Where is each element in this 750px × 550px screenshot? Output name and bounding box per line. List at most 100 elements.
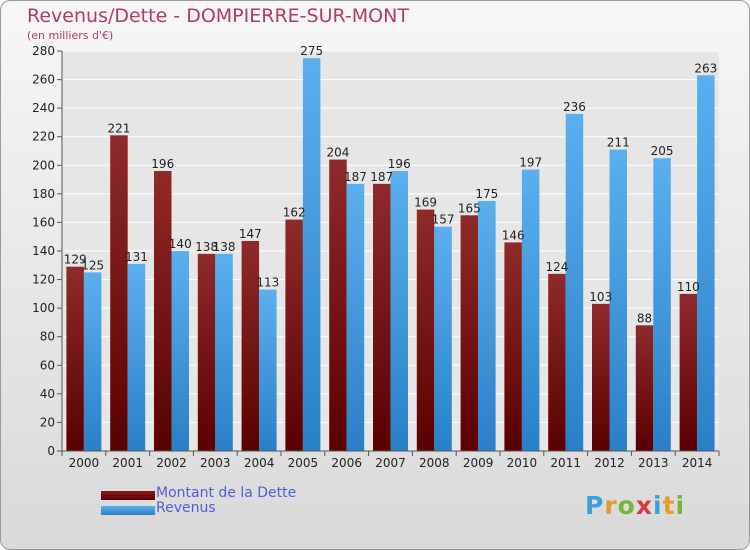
data-label-revenus: 196 [388,157,411,171]
bar-dette [592,303,610,451]
x-tick-label: 2008 [419,456,450,470]
data-label-dette: 221 [107,121,130,135]
data-label-dette: 196 [151,157,174,171]
bar-revenus [565,113,584,451]
bar-dette [416,209,435,451]
x-tick-label: 2012 [594,456,625,470]
x-tick-label: 2007 [375,456,406,470]
data-label-revenus: 131 [125,250,148,264]
bar-dette [285,219,303,451]
logo-letter: i [675,491,686,520]
bars [66,58,715,452]
data-label-revenus: 138 [213,240,236,254]
data-label-dette: 146 [502,228,525,242]
data-label-revenus: 157 [432,213,455,227]
data-label-revenus: 236 [563,100,586,114]
bar-revenus [127,263,146,451]
bar-revenus [83,272,102,451]
x-tick-label: 2011 [550,456,581,470]
bar-revenus [390,171,408,451]
logo-letter: P [585,491,605,520]
x-tick-label: 2009 [463,456,494,470]
chart-subtitle: (en milliers d'€) [27,29,114,42]
bar-revenus [521,169,540,452]
data-label-dette: 88 [637,311,652,325]
bar-revenus [609,149,627,452]
y-tick-label: 100 [32,301,55,315]
data-label-revenus: 263 [694,61,717,75]
bar-revenus [346,183,365,451]
data-label-revenus: 211 [607,136,630,150]
data-label-revenus: 275 [300,44,323,58]
data-label-dette: 165 [458,201,481,215]
y-tick-label: 160 [32,215,55,229]
bar-revenus [215,253,233,451]
logo-letter: x [635,491,653,520]
bar-dette [66,266,84,451]
legend-swatch-revenus [101,506,155,515]
y-tick-label: 60 [40,358,55,372]
data-label-revenus: 205 [651,144,674,158]
x-tick-label: 2001 [112,456,143,470]
legend-label-revenus: Revenus [156,500,216,516]
logo-letter: i [653,491,663,520]
bar-dette [110,135,128,452]
x-tick-label: 2014 [682,456,713,470]
data-label-dette: 187 [370,170,393,184]
y-tick-label: 140 [32,244,55,258]
x-tick-label: 2000 [69,456,100,470]
bar-dette [548,273,566,451]
bar-revenus [171,251,189,451]
bar-dette [241,241,260,451]
data-label-dette: 169 [414,196,437,210]
x-tick-label: 2010 [507,456,538,470]
bar-dette [460,215,479,451]
y-tick-label: 180 [32,187,55,201]
data-label-dette: 162 [283,206,306,220]
y-tick-label: 20 [40,415,55,429]
bar-dette [679,293,698,451]
chart-title: Revenus/Dette - DOMPIERRE-SUR-MONT [27,5,409,27]
bar-revenus [653,158,671,451]
data-label-revenus: 125 [81,258,104,272]
y-tick-label: 80 [40,330,55,344]
bar-revenus [434,226,452,451]
data-label-dette: 129 [64,253,87,267]
y-tick-label: 220 [32,130,55,144]
bar-revenus [697,75,715,452]
data-label-dette: 110 [677,280,700,294]
logo-letter: o [617,491,636,520]
x-tick-label: 2005 [288,456,319,470]
x-tick-label: 2013 [638,456,669,470]
data-label-revenus: 197 [519,156,542,170]
x-tick-label: 2004 [244,456,275,470]
data-label-dette: 124 [545,260,568,274]
data-label-revenus: 140 [169,237,192,251]
bar-revenus [259,289,277,451]
bar-dette [635,325,654,451]
y-tick-label: 260 [32,73,55,87]
data-label-dette: 138 [195,240,218,254]
y-tick-label: 40 [40,387,55,401]
bar-dette [504,242,522,451]
bar-dette [373,183,391,451]
bar-revenus [302,58,321,452]
y-tick-label: 240 [32,101,55,115]
y-tick-label: 0 [47,444,55,458]
legend-swatch-dette [101,491,155,500]
x-tick-label: 2003 [200,456,231,470]
data-label-revenus: 175 [475,187,498,201]
bar-dette [154,171,172,451]
x-tick-label: 2002 [156,456,187,470]
data-label-dette: 147 [239,227,262,241]
axes: 0 20 40 60 80 100 120 140 160 180 200 220 240 260 280 2… [32,44,720,470]
data-label-revenus: 187 [344,170,367,184]
y-tick-label: 200 [32,158,55,172]
x-tick-label: 2006 [331,456,362,470]
y-tick-label: 280 [32,44,55,58]
legend-label-dette: Montant de la Dette [156,485,297,501]
data-label-revenus: 113 [256,276,279,290]
